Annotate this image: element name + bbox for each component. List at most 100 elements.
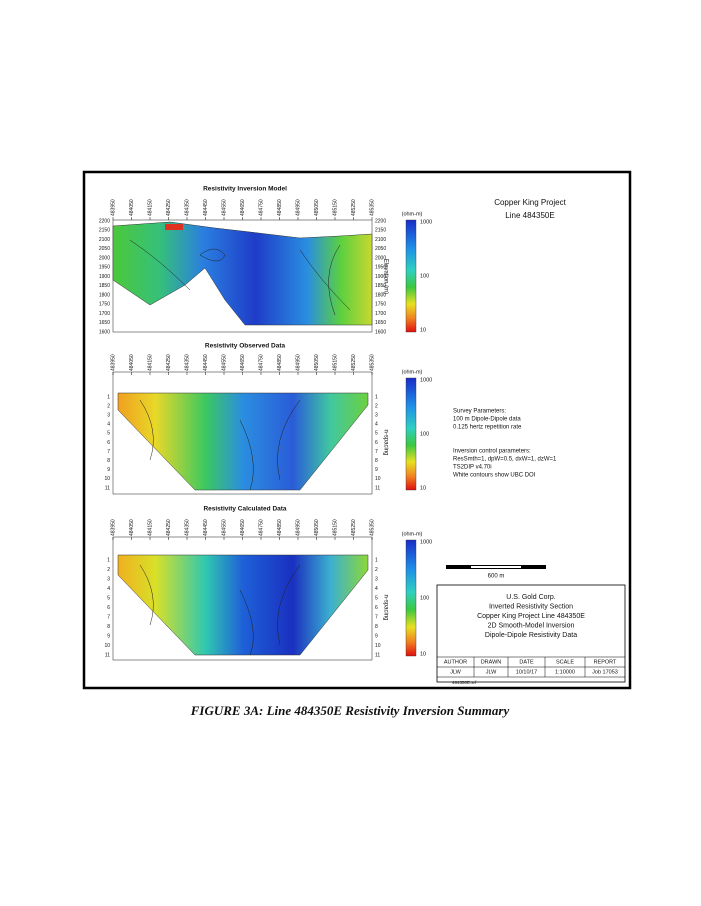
contours xyxy=(139,399,301,491)
left-tick-label: 2100 xyxy=(99,237,110,243)
scale-label: 100 xyxy=(420,595,429,601)
left-tick-label: 1650 xyxy=(99,320,110,326)
left-tick-label: 1 xyxy=(107,394,110,400)
right-tick-label: 8 xyxy=(375,458,378,464)
easting-label: 485350 xyxy=(369,354,375,371)
easting-label: 484550 xyxy=(221,354,227,371)
right-tick-label: 8 xyxy=(375,624,378,630)
easting-label: 484050 xyxy=(129,354,135,371)
right-axis-label: Elevation (m) xyxy=(382,259,388,294)
scale-unit: (ohm-m) xyxy=(402,369,423,375)
parameter-line: 100 m Dipole-Dipole data xyxy=(453,417,521,423)
left-tick-label: 4 xyxy=(107,586,110,592)
easting-label: 484350 xyxy=(184,519,190,536)
right-tick-label: 3 xyxy=(375,413,378,419)
right-tick-label: 10 xyxy=(375,643,381,649)
left-tick-label: 8 xyxy=(107,458,110,464)
left-tick-label: 11 xyxy=(105,652,110,658)
left-tick-label: 1600 xyxy=(99,329,110,335)
color-bar xyxy=(405,377,417,491)
pseudosection xyxy=(117,392,369,491)
right-tick-label: 9 xyxy=(375,467,378,473)
easting-label: 484650 xyxy=(240,519,246,536)
color-bar xyxy=(405,219,417,333)
parameter-line: Inversion control parameters: xyxy=(453,449,531,455)
left-tick-label: 2 xyxy=(107,403,110,409)
header-cell: DATE xyxy=(519,659,534,665)
easting-label: 485150 xyxy=(332,354,338,371)
scale-label: 100 xyxy=(420,273,429,279)
easting-label: 484550 xyxy=(221,519,227,536)
panel-title: Resistivity Inversion Model xyxy=(203,186,287,193)
right-tick-label: 2200 xyxy=(375,218,386,224)
left-tick-label: 1700 xyxy=(99,311,110,317)
panel-title: Resistivity Calculated Data xyxy=(203,506,286,513)
right-tick-label: 2 xyxy=(375,567,378,573)
right-tick-label: 4 xyxy=(375,586,378,592)
scale-label: 1000 xyxy=(420,219,432,225)
easting-label: 484550 xyxy=(221,199,227,216)
right-tick-label: 1600 xyxy=(375,329,386,335)
scale-label: 10 xyxy=(420,485,426,491)
right-tick-label: 7 xyxy=(375,449,378,455)
left-tick-label: 8 xyxy=(107,624,110,630)
left-tick-label: 2050 xyxy=(99,246,110,252)
right-tick-label: 11 xyxy=(375,485,380,491)
easting-label: 485350 xyxy=(369,519,375,536)
left-tick-label: 9 xyxy=(107,467,110,473)
project-line: Line 484350E xyxy=(505,211,554,220)
right-tick-label: 7 xyxy=(375,614,378,620)
value-cell: Job 17053 xyxy=(592,669,618,675)
easting-label: 484950 xyxy=(295,199,301,216)
easting-label: 485350 xyxy=(369,199,375,216)
scale-label: 600 m xyxy=(488,574,505,580)
easting-label: 484250 xyxy=(166,199,172,216)
easting-label: 485050 xyxy=(314,199,320,216)
parameters: Survey Parameters: 100 m Dipole-Dipole da… xyxy=(453,409,557,479)
title-block xyxy=(436,584,626,683)
right-tick-label: 2150 xyxy=(375,228,386,234)
left-tick-label: 1750 xyxy=(99,302,110,308)
header-cell: REPORT xyxy=(594,659,617,665)
right-tick-label: 9 xyxy=(375,633,378,639)
easting-label: 484150 xyxy=(147,354,153,371)
scale-label: 1000 xyxy=(420,377,432,383)
right-tick-label: 3 xyxy=(375,576,378,582)
value-cell: 10/10/17 xyxy=(516,669,537,675)
right-tick-label: 4 xyxy=(375,422,378,428)
easting-label: 483950 xyxy=(110,199,116,216)
title-block-line: 2D Smooth-Model Inversion xyxy=(488,622,575,629)
right-tick-label: 1650 xyxy=(375,320,386,326)
value-cell: 1:10000 xyxy=(555,669,575,675)
left-tick-label: 2000 xyxy=(99,255,110,261)
right-tick-label: 1850 xyxy=(375,283,386,289)
model-section xyxy=(112,221,373,326)
left-tick-label: 1950 xyxy=(99,265,110,271)
easting-label: 484150 xyxy=(147,519,153,536)
right-axis-label: n-spacing xyxy=(382,429,388,455)
left-tick-label: 6 xyxy=(107,440,110,446)
left-tick-label: 4 xyxy=(107,422,110,428)
parameter-line: ResSmth=1, dpW=0.5, dxW=1, dzW=1 xyxy=(453,457,557,463)
right-tick-label: 2050 xyxy=(375,246,386,252)
scale-unit: (ohm-m) xyxy=(402,211,423,217)
left-tick-label: 3 xyxy=(107,413,110,419)
value-cell: JLW xyxy=(486,669,497,675)
easting-label: 484450 xyxy=(203,199,209,216)
title-block-line: Inverted Resistivity Section xyxy=(489,603,573,610)
file-name: 484350E.srf xyxy=(452,680,477,685)
easting-label: 485250 xyxy=(351,519,357,536)
left-tick-label: 10 xyxy=(104,643,110,649)
right-tick-label: 1 xyxy=(375,557,378,563)
right-tick-label: 1700 xyxy=(375,311,386,317)
easting-label: 484050 xyxy=(129,519,135,536)
easting-label: 484350 xyxy=(184,199,190,216)
easting-label: 483950 xyxy=(110,354,116,371)
left-tick-label: 3 xyxy=(107,576,110,582)
header-cell: AUTHOR xyxy=(444,659,467,665)
left-tick-label: 6 xyxy=(107,605,110,611)
left-tick-label: 1800 xyxy=(99,292,110,298)
left-tick-label: 7 xyxy=(107,614,110,620)
right-tick-label: 1 xyxy=(375,394,378,400)
left-tick-label: 5 xyxy=(107,595,110,601)
